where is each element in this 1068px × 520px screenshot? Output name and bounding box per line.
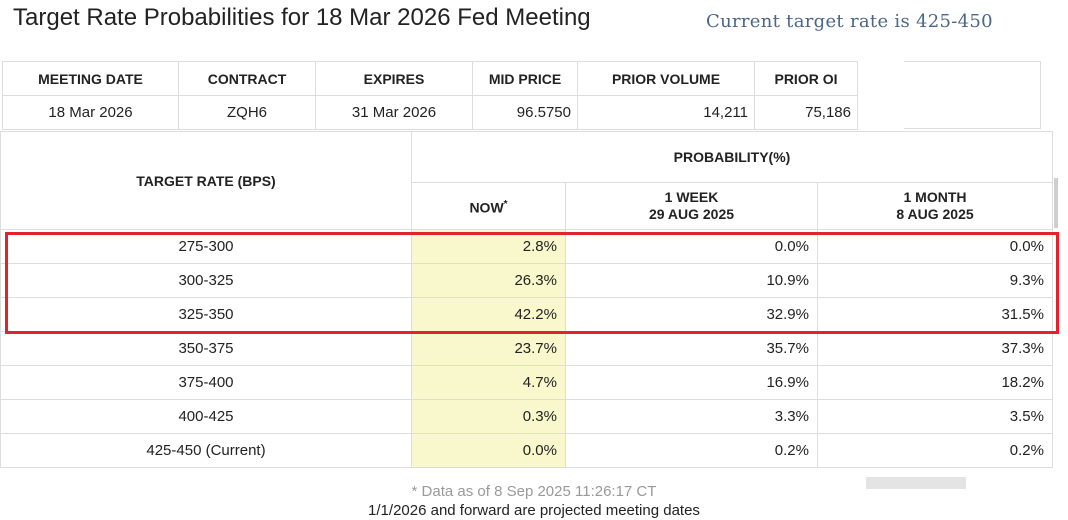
month-prob-cell: 9.3% bbox=[817, 263, 1053, 298]
now-prob-cell: 42.2% bbox=[411, 297, 566, 332]
one-month-date: 8 AUG 2025 bbox=[896, 206, 974, 222]
vertical-scrollbar[interactable] bbox=[1054, 178, 1058, 228]
month-prob-cell: 37.3% bbox=[817, 331, 1053, 366]
probability-header-row: TARGET RATE (BPS) PROBABILITY(%) bbox=[0, 131, 1053, 230]
table-row: 325-350 42.2% 32.9% 31.5% bbox=[0, 297, 1053, 332]
prior-volume-value: 14,211 bbox=[577, 95, 755, 130]
contract-header: CONTRACT bbox=[178, 61, 316, 96]
table-row: 275-300 2.8% 0.0% 0.0% bbox=[0, 229, 1053, 264]
current-target-rate: Current target rate is 425-450 bbox=[706, 11, 993, 32]
week-prob-cell: 32.9% bbox=[565, 297, 818, 332]
target-rate-cell: 375-400 bbox=[0, 365, 412, 400]
week-prob-cell: 16.9% bbox=[565, 365, 818, 400]
month-prob-cell: 0.0% bbox=[817, 229, 1053, 264]
projected-dates-note: 1/1/2026 and forward are projected meeti… bbox=[368, 502, 700, 519]
probability-subheader-row: NOW* 1 WEEK 29 AUG 2025 1 MONTH 8 AUG 20… bbox=[1, 182, 1053, 230]
month-prob-cell: 0.2% bbox=[817, 433, 1053, 468]
contract-value: ZQH6 bbox=[178, 95, 316, 130]
prior-oi-value: 75,186 bbox=[754, 95, 858, 130]
meeting-header-row: MEETING DATE CONTRACT EXPIRES MID PRICE … bbox=[2, 61, 858, 96]
now-prob-cell: 4.7% bbox=[411, 365, 566, 400]
target-rate-cell: 300-325 bbox=[0, 263, 412, 298]
one-week-date: 29 AUG 2025 bbox=[648, 206, 735, 222]
week-prob-cell: 0.0% bbox=[565, 229, 818, 264]
meeting-data-row: 18 Mar 2026 ZQH6 31 Mar 2026 96.5750 14,… bbox=[2, 95, 858, 130]
target-rate-cell: 425-450 (Current) bbox=[0, 433, 412, 468]
probability-rows: 275-300 2.8% 0.0% 0.0% 300-325 26.3% 10.… bbox=[0, 229, 1053, 468]
week-prob-cell: 3.3% bbox=[565, 399, 818, 434]
week-prob-cell: 10.9% bbox=[565, 263, 818, 298]
now-prob-cell: 0.0% bbox=[411, 433, 566, 468]
one-month-header: 1 MONTH 8 AUG 2025 bbox=[817, 182, 1053, 230]
mid-price-header: MID PRICE bbox=[472, 61, 578, 96]
one-week-header: 1 WEEK 29 AUG 2025 bbox=[565, 182, 818, 230]
expires-value: 31 Mar 2026 bbox=[315, 95, 473, 130]
one-week-label: 1 WEEK bbox=[664, 189, 719, 205]
month-prob-cell: 18.2% bbox=[817, 365, 1053, 400]
mid-price-value: 96.5750 bbox=[472, 95, 578, 130]
data-as-of-note: * Data as of 8 Sep 2025 11:26:17 CT bbox=[411, 483, 657, 500]
table-row: 375-400 4.7% 16.9% 18.2% bbox=[0, 365, 1053, 400]
target-rate-cell: 325-350 bbox=[0, 297, 412, 332]
prior-volume-header: PRIOR VOLUME bbox=[577, 61, 755, 96]
now-header-marker: * bbox=[503, 198, 508, 210]
table-row: 350-375 23.7% 35.7% 37.3% bbox=[0, 331, 1053, 366]
table-row: 300-325 26.3% 10.9% 9.3% bbox=[0, 263, 1053, 298]
now-prob-cell: 0.3% bbox=[411, 399, 566, 434]
meeting-table-spacer bbox=[904, 61, 1041, 129]
probability-table: TARGET RATE (BPS) PROBABILITY(%) NOW* 1 … bbox=[0, 131, 1053, 468]
now-header-label: NOW bbox=[469, 199, 504, 216]
now-prob-cell: 2.8% bbox=[411, 229, 566, 264]
target-rate-cell: 350-375 bbox=[0, 331, 412, 366]
target-rate-header: TARGET RATE (BPS) bbox=[0, 131, 412, 230]
table-row: 400-425 0.3% 3.3% 3.5% bbox=[0, 399, 1053, 434]
meeting-date-value: 18 Mar 2026 bbox=[2, 95, 179, 130]
week-prob-cell: 35.7% bbox=[565, 331, 818, 366]
week-prob-cell: 0.2% bbox=[565, 433, 818, 468]
probability-header: PROBABILITY(%) bbox=[411, 131, 1053, 183]
table-row: 425-450 (Current) 0.0% 0.2% 0.2% bbox=[0, 433, 1053, 468]
target-rate-cell: 275-300 bbox=[0, 229, 412, 264]
horizontal-scrollbar[interactable] bbox=[866, 477, 966, 489]
expires-header: EXPIRES bbox=[315, 61, 473, 96]
now-prob-cell: 23.7% bbox=[411, 331, 566, 366]
month-prob-cell: 31.5% bbox=[817, 297, 1053, 332]
target-rate-cell: 400-425 bbox=[0, 399, 412, 434]
prior-oi-header: PRIOR OI bbox=[754, 61, 858, 96]
page-title: Target Rate Probabilities for 18 Mar 202… bbox=[13, 4, 591, 31]
one-month-label: 1 MONTH bbox=[903, 189, 967, 205]
month-prob-cell: 3.5% bbox=[817, 399, 1053, 434]
meeting-info-table: MEETING DATE CONTRACT EXPIRES MID PRICE … bbox=[2, 61, 858, 130]
now-header: NOW* bbox=[411, 182, 566, 230]
meeting-date-header: MEETING DATE bbox=[2, 61, 179, 96]
now-prob-cell: 26.3% bbox=[411, 263, 566, 298]
